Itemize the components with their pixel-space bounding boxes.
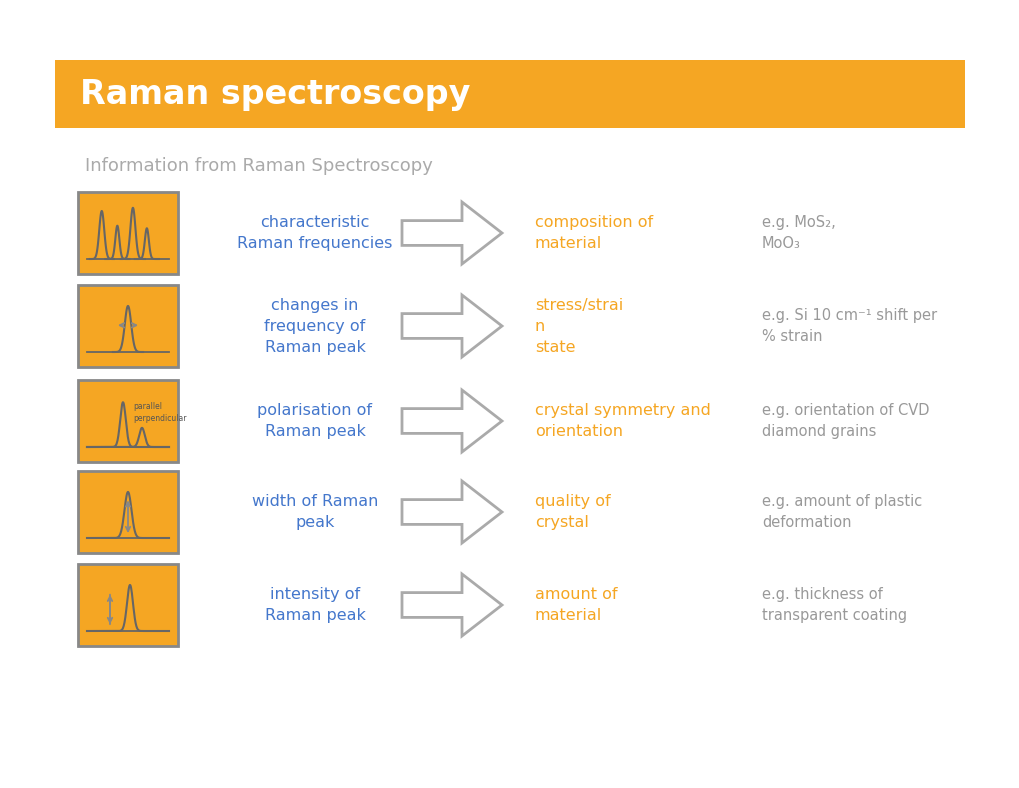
Bar (55, 60, 964, 128)
Polygon shape (401, 202, 501, 264)
Polygon shape (401, 574, 501, 636)
Polygon shape (401, 295, 501, 357)
Text: polarisation of
Raman peak: polarisation of Raman peak (257, 403, 372, 439)
Text: Raman spectroscopy: Raman spectroscopy (79, 77, 470, 110)
Text: changes in
frequency of
Raman peak: changes in frequency of Raman peak (264, 298, 365, 355)
Bar (77, 285, 178, 367)
Text: quality of
crystal: quality of crystal (535, 494, 610, 530)
Polygon shape (401, 390, 501, 452)
Text: stress/strai
n
state: stress/strai n state (535, 298, 623, 355)
Text: crystal symmetry and
orientation: crystal symmetry and orientation (535, 403, 710, 439)
Bar (77, 380, 178, 462)
Text: perpendicular: perpendicular (132, 414, 186, 422)
Text: width of Raman
peak: width of Raman peak (252, 494, 378, 530)
Text: e.g. MoS₂,
MoO₃: e.g. MoS₂, MoO₃ (761, 215, 835, 251)
Text: parallel: parallel (132, 402, 162, 411)
Bar (77, 192, 178, 274)
Text: composition of
material: composition of material (535, 215, 652, 251)
Bar (77, 471, 178, 553)
Text: e.g. thickness of
transparent coating: e.g. thickness of transparent coating (761, 587, 906, 623)
Text: characteristic
Raman frequencies: characteristic Raman frequencies (237, 215, 392, 251)
Text: e.g. amount of plastic
deformation: e.g. amount of plastic deformation (761, 494, 921, 530)
Text: e.g. Si 10 cm⁻¹ shift per
% strain: e.g. Si 10 cm⁻¹ shift per % strain (761, 308, 936, 344)
Text: amount of
material: amount of material (535, 587, 616, 623)
Bar (77, 564, 178, 646)
Text: e.g. orientation of CVD
diamond grains: e.g. orientation of CVD diamond grains (761, 403, 928, 439)
Text: Information from Raman Spectroscopy: Information from Raman Spectroscopy (85, 157, 432, 175)
Polygon shape (401, 481, 501, 543)
Text: intensity of
Raman peak: intensity of Raman peak (264, 587, 365, 623)
